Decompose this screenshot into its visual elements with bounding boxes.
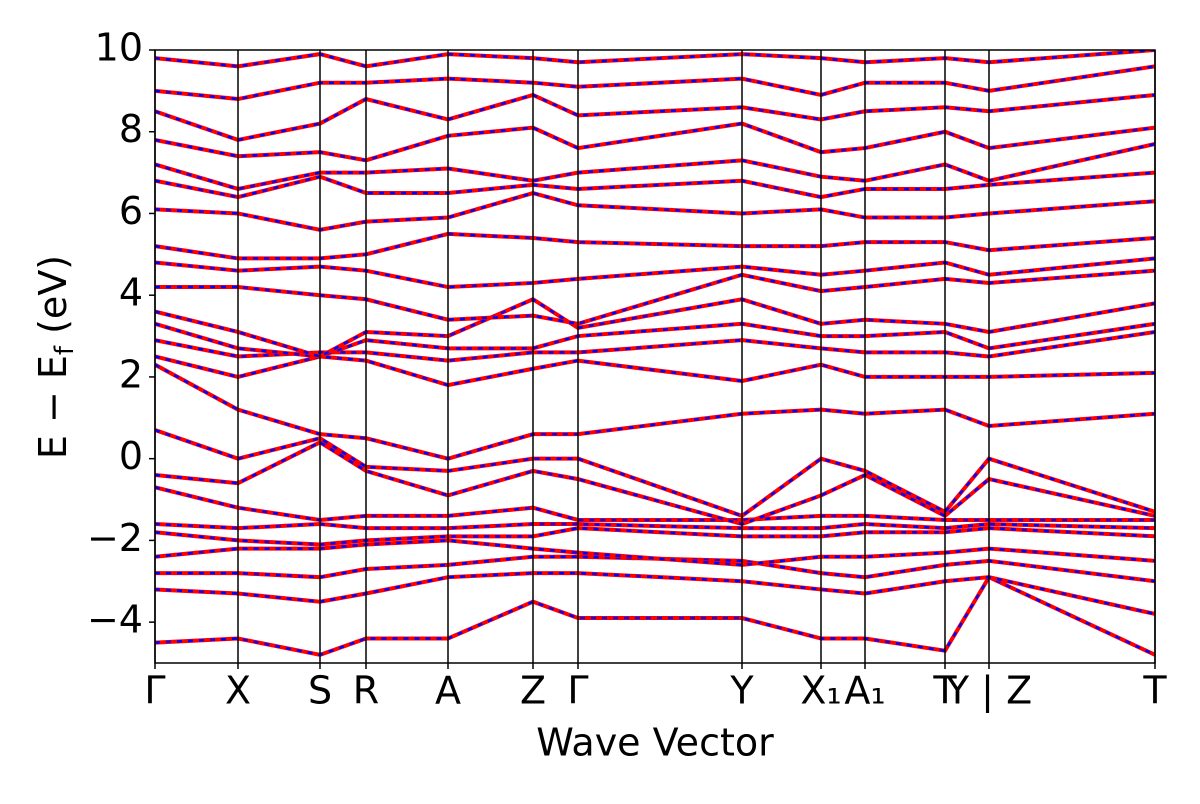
y-label-part: (eV) <box>31 255 75 346</box>
band-line <box>155 485 1155 522</box>
y-tick-label: 8 <box>119 107 143 151</box>
y-tick-label: 6 <box>119 189 143 233</box>
y-tick-label: −4 <box>87 598 143 642</box>
plot-frame <box>154 49 1156 664</box>
y-label-part: E − E <box>31 355 75 459</box>
x-axis-label: Wave Vector <box>536 721 774 765</box>
y-tick-label: 10 <box>95 26 143 70</box>
band-line-overlay <box>155 575 1155 657</box>
x-tick-label: S <box>308 669 332 713</box>
band-line <box>155 362 1155 461</box>
y-tick-label: 0 <box>119 434 143 478</box>
y-tick-label: 4 <box>119 271 143 315</box>
x-tick-label: A <box>435 669 461 713</box>
band-line-overlay <box>155 232 1155 260</box>
band-line <box>155 574 1155 657</box>
band-line <box>155 231 1155 261</box>
band-line-overlay <box>155 486 1155 522</box>
x-tick-label: Z <box>520 669 546 713</box>
y-tick-label: 2 <box>119 352 143 396</box>
band-line-overlay <box>155 428 1155 518</box>
band-line-overlay <box>155 93 1155 142</box>
y-label-sub: f <box>50 345 80 355</box>
x-tick-label: Y | Z <box>945 669 1032 714</box>
x-tick-label: X <box>225 669 251 713</box>
x-tick-label: T <box>1142 669 1167 713</box>
x-tick-label: X₁ <box>800 669 841 713</box>
x-tick-label: R <box>353 669 379 713</box>
x-tick-label: T <box>932 669 957 713</box>
band-line-overlay <box>155 440 1155 526</box>
y-axis-label: E − Ef (eV) <box>31 255 80 459</box>
bands <box>155 50 1155 657</box>
x-tick-label: Y <box>729 669 754 713</box>
band-line <box>155 526 1155 547</box>
x-tick-label: Γ <box>144 669 165 713</box>
band-line-overlay <box>155 191 1155 232</box>
band-line-overlay <box>155 363 1155 460</box>
band-line <box>155 571 1155 616</box>
y-tick-label: −2 <box>87 516 143 560</box>
x-tick-label: Γ <box>567 669 588 713</box>
band-line <box>155 92 1155 142</box>
x-tick-label: A₁ <box>844 669 885 713</box>
band-line <box>155 121 1155 163</box>
band-line <box>155 50 1155 69</box>
band-line <box>155 64 1155 102</box>
